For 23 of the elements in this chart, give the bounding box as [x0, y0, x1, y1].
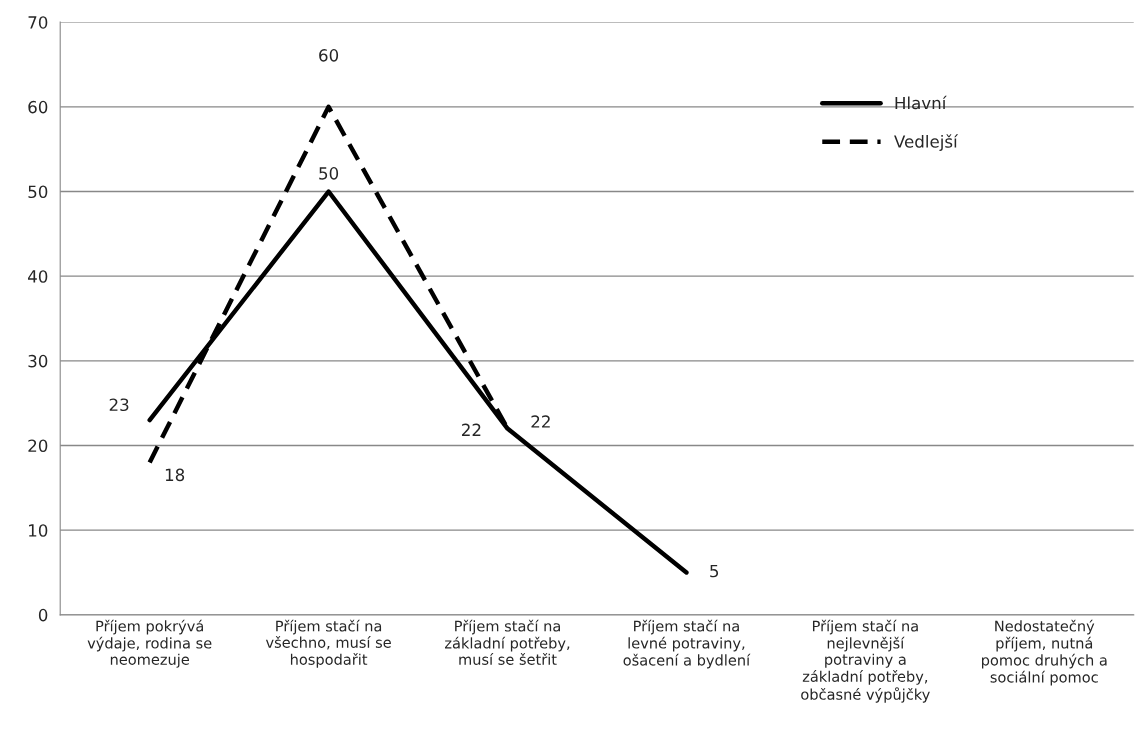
- x-tick-label: Příjem stačí na nejlevnější potraviny a základní potřeby, občasné výpůjčky: [801, 619, 930, 703]
- y-tick-label: 10: [29, 524, 48, 537]
- y-tick-label: 0: [38, 608, 48, 622]
- data-label: 5: [710, 564, 719, 578]
- data-label: 50: [319, 167, 339, 180]
- data-label: 22: [531, 415, 550, 428]
- y-tick-label: 70: [28, 16, 48, 29]
- x-tick-label: Nedostatečný příjem, nutná pomoc druhých a sociální pomoc: [982, 619, 1107, 686]
- y-tick-label: 40: [28, 270, 48, 283]
- y-tick-label: 60: [28, 100, 48, 114]
- y-tick-label: 50: [28, 185, 48, 199]
- x-tick-label: Příjem stačí na základní potřeby, musí se šetřit: [445, 619, 570, 665]
- y-tick-label: 20: [28, 439, 48, 453]
- data-label: 22: [462, 423, 481, 436]
- x-tick-label: Příjem stačí na levné potraviny, ošacení a bydlení: [623, 619, 751, 669]
- x-tick-label: Příjem stačí na všechno, musí se hospodařit: [265, 619, 391, 668]
- x-tick-label: Příjem pokrývá výdaje, rodina se neomezuje: [87, 619, 212, 668]
- data-label: 60: [319, 49, 339, 62]
- data-label: 18: [165, 468, 185, 482]
- y-tick-label: 30: [28, 354, 48, 368]
- data-label: 23: [109, 398, 129, 412]
- legend-label: Hlavní: [895, 95, 947, 110]
- legend-label: Vedlejší: [894, 134, 959, 152]
